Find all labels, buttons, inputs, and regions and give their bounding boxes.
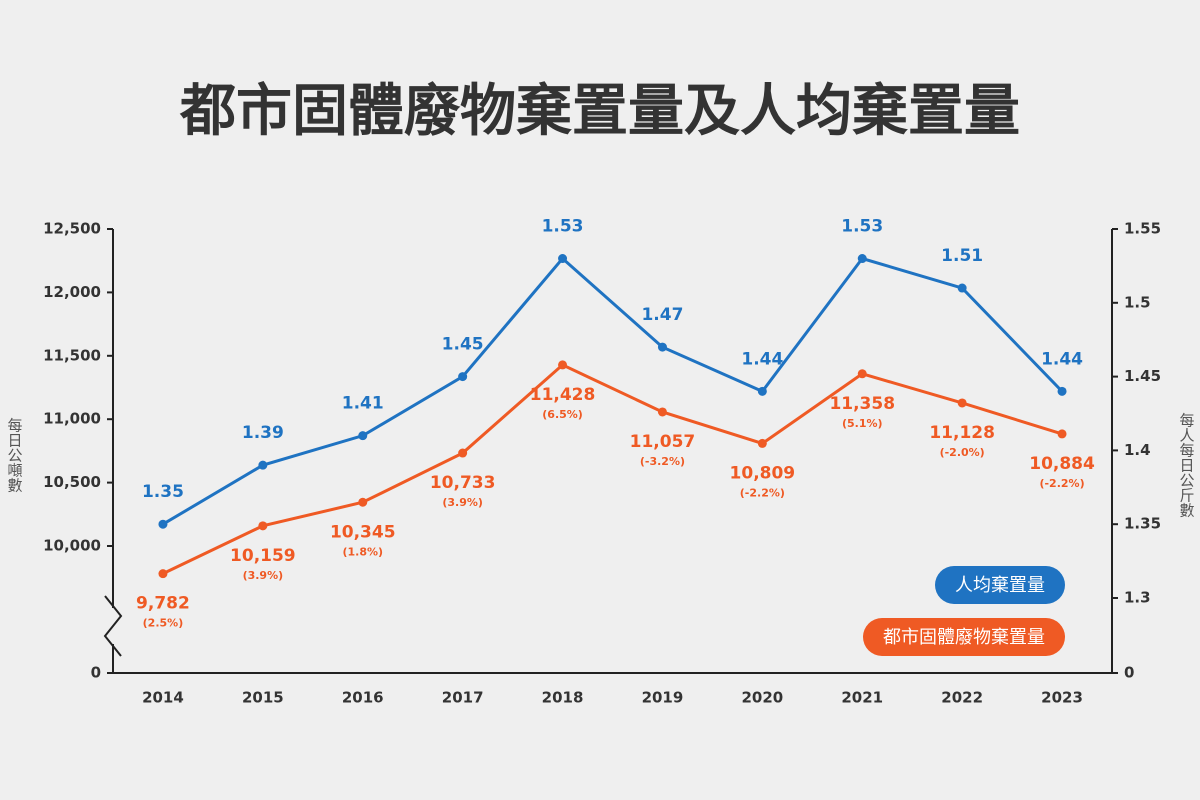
data-point <box>358 431 368 441</box>
x-tick-label: 2022 <box>941 689 983 707</box>
data-point <box>458 448 468 458</box>
data-point <box>158 519 168 529</box>
change-label: (6.5%) <box>542 408 583 421</box>
data-label: 10,345 <box>330 522 396 542</box>
data-point <box>1057 429 1067 439</box>
data-point <box>957 398 967 408</box>
data-point <box>158 569 168 579</box>
y2-tick-label: 1.5 <box>1124 293 1151 311</box>
x-tick-label: 2016 <box>342 689 384 707</box>
data-label: 11,358 <box>829 394 895 414</box>
legend-pill <box>863 618 1065 656</box>
data-point <box>857 254 867 264</box>
y-axis-title: 每日公噸數 <box>6 418 24 493</box>
y-tick-label: 10,000 <box>43 537 101 555</box>
data-point <box>657 407 667 417</box>
data-label: 11,128 <box>929 423 995 443</box>
y-tick-label: 11,000 <box>43 410 101 428</box>
data-label: 1.53 <box>841 217 883 237</box>
data-label: 1.45 <box>442 335 484 355</box>
change-label: (1.8%) <box>342 545 383 558</box>
y2-tick-label: 1.35 <box>1124 515 1161 533</box>
data-point <box>258 521 268 531</box>
change-label: (-3.2%) <box>640 455 685 468</box>
y2-axis-title: 每人每日公斤數 <box>1178 413 1196 518</box>
y-tick-label: 12,500 <box>43 220 101 238</box>
axis-break <box>103 595 123 657</box>
data-point <box>757 438 767 448</box>
data-label: 1.41 <box>342 394 384 414</box>
change-label: (2.5%) <box>143 617 184 630</box>
x-tick-label: 2021 <box>841 689 883 707</box>
change-label: (-2.2%) <box>1039 477 1084 490</box>
data-label: 10,733 <box>430 473 496 493</box>
y2-tick-label: 1.45 <box>1124 367 1161 385</box>
x-tick-label: 2014 <box>142 689 184 707</box>
data-point <box>657 342 667 352</box>
change-label: (5.1%) <box>842 417 883 430</box>
x-tick-label: 2018 <box>542 689 584 707</box>
data-label: 10,884 <box>1029 454 1095 474</box>
x-tick-label: 2017 <box>442 689 484 707</box>
series-line <box>162 256 1064 526</box>
data-point <box>558 254 568 264</box>
data-label: 10,159 <box>230 546 296 566</box>
data-label: 1.53 <box>542 217 584 237</box>
change-label: (-2.0%) <box>940 446 985 459</box>
data-point <box>258 460 268 470</box>
y-tick-label: 11,500 <box>43 346 101 364</box>
change-label: (3.9%) <box>243 569 284 582</box>
x-tick-label: 2023 <box>1041 689 1083 707</box>
data-label: 9,782 <box>136 594 190 614</box>
y2-tick-label: 1.55 <box>1124 220 1161 238</box>
x-tick-label: 2019 <box>642 689 684 707</box>
data-point <box>458 372 468 382</box>
data-label: 1.44 <box>741 349 783 369</box>
data-point <box>857 369 867 379</box>
legend-label: 人均棄置量 <box>955 575 1045 596</box>
y-tick-label: 0 <box>91 664 101 682</box>
data-label: 1.44 <box>1041 349 1083 369</box>
y2-tick-label: 1.3 <box>1124 589 1151 607</box>
data-label: 1.51 <box>941 246 983 266</box>
data-label: 10,809 <box>730 463 796 483</box>
data-label: 1.47 <box>641 305 683 325</box>
change-label: (-2.2%) <box>740 486 785 499</box>
y-tick-label: 12,000 <box>43 283 101 301</box>
data-label: 1.39 <box>242 423 284 443</box>
change-label: (3.9%) <box>442 496 483 509</box>
data-label: 1.35 <box>142 482 184 502</box>
legend-pill <box>935 566 1065 604</box>
y2-tick-label: 1.4 <box>1124 441 1151 459</box>
data-label: 11,057 <box>630 432 696 452</box>
series-line <box>162 363 1063 575</box>
y-tick-label: 10,500 <box>43 473 101 491</box>
x-tick-label: 2020 <box>741 689 783 707</box>
data-point <box>358 497 368 507</box>
data-point <box>1057 386 1067 396</box>
x-tick-label: 2015 <box>242 689 284 707</box>
chart-title: 都市固體廢物棄置量及人均棄置量 <box>179 79 1020 144</box>
data-point <box>558 360 568 370</box>
data-point <box>757 386 767 396</box>
data-point <box>957 283 967 293</box>
legend-label: 都市固體廢物棄置量 <box>883 627 1045 648</box>
y2-tick-label: 0 <box>1124 664 1134 682</box>
data-label: 11,428 <box>530 385 596 405</box>
